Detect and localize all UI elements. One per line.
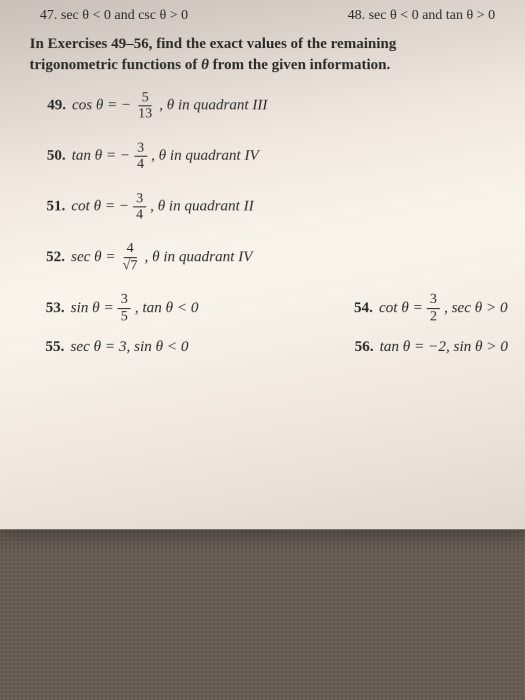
fraction-numerator: 3 [427, 292, 440, 309]
instructions-theta: θ [201, 57, 209, 73]
exercise-tail: , θ in quadrant III [159, 98, 267, 115]
exercise-tail: , θ in quadrant IV [151, 148, 259, 165]
exercise-row-53-54: 53. sin θ = 3 5 , tan θ < 0 54. cot θ = … [27, 292, 507, 324]
fraction-denominator: √7 [120, 258, 141, 274]
exercise-tail: , sec θ > 0 [444, 299, 508, 316]
top-exercise-row: 47. sec θ < 0 and csc θ > 0 48. sec θ < … [30, 8, 505, 24]
fraction: 3 2 [427, 292, 440, 324]
fraction-numerator: 5 [139, 90, 152, 106]
exercise-row-55-56: 55. sec θ = 3, sin θ < 0 56. tan θ = −2,… [27, 339, 508, 356]
exercise-func: sec θ = [71, 249, 116, 266]
exercise-text: tan θ = −2, sin θ > 0 [380, 339, 508, 356]
exercise-text: sec θ = 3, sin θ < 0 [70, 339, 188, 356]
exercise-number: 55. [45, 339, 64, 356]
exercise-number: 54. [354, 299, 373, 316]
fraction-denominator: 4 [134, 157, 147, 173]
fraction-numerator: 3 [133, 191, 146, 208]
instructions-line2-prefix: trigonometric functions of [29, 57, 201, 73]
exercise-func: tan θ = − [72, 148, 130, 165]
exercise-56: 56. tan θ = −2, sin θ > 0 [355, 339, 508, 356]
exercise-number: 51. [46, 198, 65, 215]
exercise-func: sin θ = [71, 299, 114, 316]
exercise-tail: , tan θ < 0 [135, 299, 199, 316]
exercise-func: cot θ = − [71, 198, 129, 215]
fraction: 5 13 [135, 90, 155, 122]
instructions-line2-suffix: from the given information. [209, 57, 390, 73]
exercise-number: 52. [46, 249, 65, 266]
exercise-number: 56. [355, 339, 374, 356]
section-instructions: In Exercises 49–56, find the exact value… [29, 34, 505, 76]
exercise-50: 50. tan θ = − 3 4 , θ in quadrant IV [29, 140, 507, 172]
exercise-51: 51. cot θ = − 3 4 , θ in quadrant II [28, 191, 507, 223]
instructions-line1: In Exercises 49–56, find the exact value… [30, 36, 397, 52]
exercise-tail: , θ in quadrant II [150, 198, 254, 215]
exercise-func: cos θ = − [72, 98, 131, 115]
exercise-func: cot θ = [379, 299, 423, 316]
fraction-numerator: 4 [124, 241, 137, 258]
fraction-denominator: 5 [118, 309, 131, 325]
exercise-47: 47. sec θ < 0 and csc θ > 0 [40, 8, 188, 24]
exercise-54: 54. cot θ = 3 2 , sec θ > 0 [354, 292, 508, 324]
fraction-numerator: 3 [118, 292, 131, 309]
exercise-55: 55. sec θ = 3, sin θ < 0 [45, 339, 188, 356]
exercise-number: 49. [47, 98, 66, 115]
exercise-53: 53. sin θ = 3 5 , tan θ < 0 [46, 292, 199, 324]
exercise-number: 53. [46, 299, 65, 316]
exercise-48-partial: 48. sec θ < 0 and tan θ > 0 [348, 8, 496, 24]
exercise-49: 49. cos θ = − 5 13 , θ in quadrant III [29, 90, 506, 122]
textbook-page: 47. sec θ < 0 and csc θ > 0 48. sec θ < … [0, 0, 525, 529]
fraction-denominator: 4 [133, 207, 146, 223]
fraction: 4 √7 [120, 241, 141, 273]
fraction: 3 4 [133, 191, 146, 223]
fraction: 3 4 [134, 140, 147, 172]
fraction: 3 5 [118, 292, 131, 324]
exercise-52: 52. sec θ = 4 √7 , θ in quadrant IV [28, 241, 508, 273]
fraction-denominator: 2 [427, 309, 440, 325]
exercise-tail: , θ in quadrant IV [145, 249, 253, 266]
exercise-number: 50. [47, 148, 66, 165]
fraction-denominator: 13 [135, 107, 155, 123]
fraction-numerator: 3 [134, 140, 147, 157]
